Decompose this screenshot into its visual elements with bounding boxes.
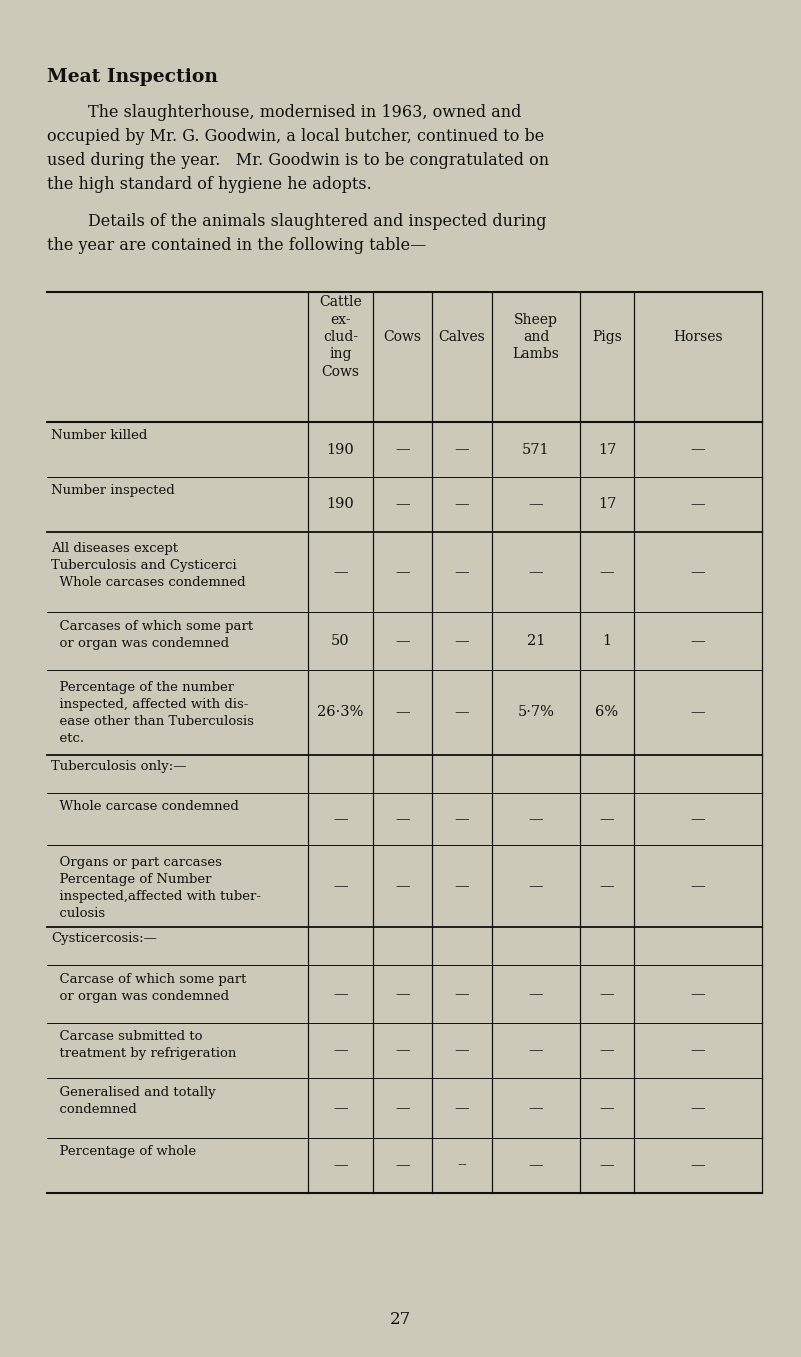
Text: —: —: [529, 1044, 543, 1057]
Text: 27: 27: [389, 1311, 411, 1329]
Text: All diseases except
Tuberculosis and Cysticerci
  Whole carcases condemned: All diseases except Tuberculosis and Cys…: [51, 543, 246, 589]
Text: —: —: [333, 987, 348, 1001]
Text: —: —: [690, 1044, 706, 1057]
Text: —: —: [455, 565, 469, 579]
Text: —: —: [690, 565, 706, 579]
Text: Carcase submitted to
  treatment by refrigeration: Carcase submitted to treatment by refrig…: [51, 1030, 236, 1060]
Text: —: —: [455, 879, 469, 893]
Text: —: —: [395, 811, 410, 826]
Text: Tuberculosis only:—: Tuberculosis only:—: [51, 760, 187, 773]
Text: —: —: [333, 811, 348, 826]
Text: —: —: [690, 879, 706, 893]
Text: Details of the animals slaughtered and inspected during
the year are contained i: Details of the animals slaughtered and i…: [47, 213, 546, 254]
Text: —: —: [690, 498, 706, 512]
Text: 1: 1: [602, 634, 611, 649]
Text: —: —: [333, 1044, 348, 1057]
Text: Cattle
ex-
clud-
ing
Cows: Cattle ex- clud- ing Cows: [319, 296, 362, 379]
Text: —: —: [395, 879, 410, 893]
Text: —: —: [600, 987, 614, 1001]
Text: —: —: [395, 442, 410, 456]
Text: 5·7%: 5·7%: [517, 706, 554, 719]
Text: —: —: [600, 879, 614, 893]
Text: 17: 17: [598, 498, 616, 512]
Text: 190: 190: [327, 442, 354, 456]
Text: Sheep
and
Lambs: Sheep and Lambs: [513, 312, 559, 361]
Text: —: —: [395, 1101, 410, 1115]
Text: 17: 17: [598, 442, 616, 456]
Text: —: —: [529, 498, 543, 512]
Text: Number killed: Number killed: [51, 429, 147, 442]
Text: Calves: Calves: [439, 330, 485, 345]
Text: —: —: [455, 706, 469, 719]
Text: 50: 50: [331, 634, 350, 649]
Text: —: —: [529, 1159, 543, 1172]
Text: 6%: 6%: [595, 706, 618, 719]
Text: —: —: [455, 634, 469, 649]
Text: —: —: [690, 1159, 706, 1172]
Text: —: —: [333, 565, 348, 579]
Text: Cysticercosis:—: Cysticercosis:—: [51, 932, 157, 944]
Text: Percentage of whole: Percentage of whole: [51, 1145, 196, 1158]
Text: —: —: [455, 1044, 469, 1057]
Text: —: —: [395, 498, 410, 512]
Text: —: —: [455, 811, 469, 826]
Text: Generalised and totally
  condemned: Generalised and totally condemned: [51, 1086, 215, 1115]
Text: --: --: [457, 1159, 467, 1172]
Text: —: —: [395, 987, 410, 1001]
Text: —: —: [395, 634, 410, 649]
Text: 190: 190: [327, 498, 354, 512]
Text: Meat Inspection: Meat Inspection: [47, 68, 218, 85]
Text: —: —: [529, 879, 543, 893]
Text: —: —: [600, 1159, 614, 1172]
Text: Whole carcase condemned: Whole carcase condemned: [51, 799, 239, 813]
Text: —: —: [529, 1101, 543, 1115]
Text: The slaughterhouse, modernised in 1963, owned and
occupied by Mr. G. Goodwin, a : The slaughterhouse, modernised in 1963, …: [47, 104, 549, 194]
Text: Cows: Cows: [384, 330, 421, 345]
Text: 26·3%: 26·3%: [317, 706, 364, 719]
Text: —: —: [395, 1159, 410, 1172]
Text: —: —: [690, 706, 706, 719]
Text: —: —: [395, 565, 410, 579]
Text: —: —: [529, 565, 543, 579]
Text: —: —: [690, 1101, 706, 1115]
Text: Pigs: Pigs: [592, 330, 622, 345]
Text: —: —: [333, 1159, 348, 1172]
Text: —: —: [395, 706, 410, 719]
Text: —: —: [690, 442, 706, 456]
Text: —: —: [455, 1101, 469, 1115]
Text: Percentage of the number
  inspected, affected with dis-
  ease other than Tuber: Percentage of the number inspected, affe…: [51, 681, 254, 745]
Text: —: —: [600, 1101, 614, 1115]
Text: —: —: [529, 987, 543, 1001]
Text: 571: 571: [522, 442, 549, 456]
Text: —: —: [600, 811, 614, 826]
Text: —: —: [690, 634, 706, 649]
Text: —: —: [455, 442, 469, 456]
Text: Number inspected: Number inspected: [51, 484, 175, 497]
Text: —: —: [333, 879, 348, 893]
Text: —: —: [333, 1101, 348, 1115]
Text: —: —: [600, 1044, 614, 1057]
Text: —: —: [455, 987, 469, 1001]
Text: Organs or part carcases
  Percentage of Number
  inspected,affected with tuber-
: Organs or part carcases Percentage of Nu…: [51, 856, 261, 920]
Text: —: —: [395, 1044, 410, 1057]
Text: —: —: [690, 987, 706, 1001]
Text: 21: 21: [527, 634, 545, 649]
Text: —: —: [600, 565, 614, 579]
Text: Carcase of which some part
  or organ was condemned: Carcase of which some part or organ was …: [51, 973, 247, 1003]
Text: —: —: [690, 811, 706, 826]
Text: —: —: [455, 498, 469, 512]
Text: Carcases of which some part
  or organ was condemned: Carcases of which some part or organ was…: [51, 620, 253, 650]
Text: —: —: [529, 811, 543, 826]
Text: Horses: Horses: [673, 330, 723, 345]
